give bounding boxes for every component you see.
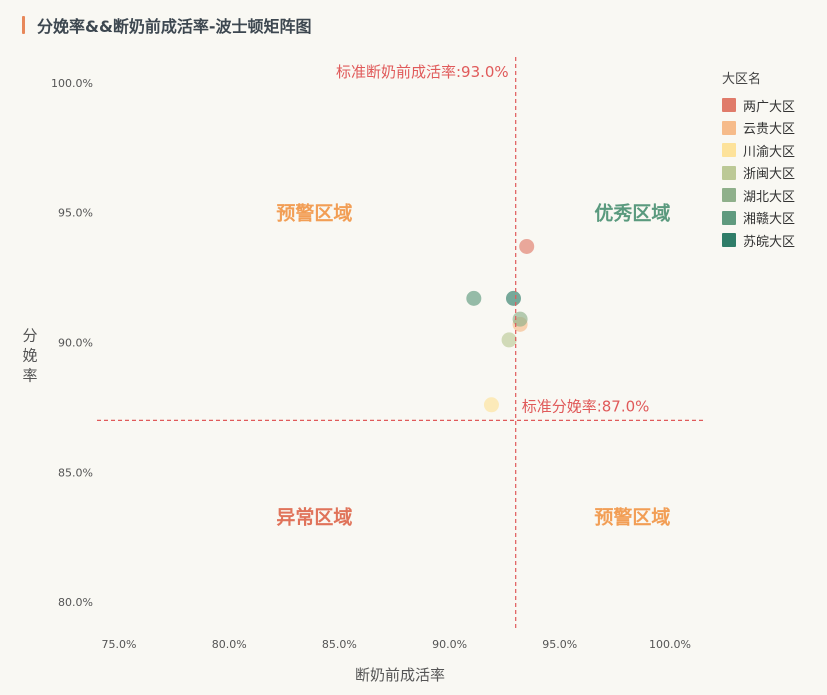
x-tick-label: 95.0% <box>542 638 577 651</box>
legend: 大区名 两广大区云贵大区川渝大区浙闽大区湖北大区湘赣大区苏皖大区 <box>722 68 795 252</box>
legend-swatch <box>722 233 736 248</box>
legend-item[interactable]: 湘赣大区 <box>722 207 795 230</box>
y-tick-label: 80.0% <box>58 596 93 609</box>
quadrant-label: 异常区域 <box>276 505 352 528</box>
reference-line-label-y: 标准分娩率:87.0% <box>522 397 650 415</box>
y-axis-title-char: 率 <box>22 366 37 384</box>
y-tick-label: 95.0% <box>58 207 93 220</box>
legend-item[interactable]: 云贵大区 <box>722 117 795 140</box>
legend-item[interactable]: 川渝大区 <box>722 139 795 162</box>
y-axis-title-char: 娩 <box>22 346 37 364</box>
reference-line-label-x: 标准断奶前成活率:93.0% <box>336 63 509 81</box>
legend-swatch <box>722 98 736 113</box>
quadrant-label: 预警区域 <box>276 202 352 225</box>
legend-label: 浙闽大区 <box>743 167 796 183</box>
legend-swatch <box>722 143 736 158</box>
legend-label: 湖北大区 <box>743 189 796 205</box>
data-point <box>466 290 482 306</box>
y-tick-label: 85.0% <box>58 466 93 479</box>
x-tick-label: 80.0% <box>212 638 247 651</box>
y-tick-label: 100.0% <box>51 77 93 90</box>
legend-item[interactable]: 两广大区 <box>722 94 795 117</box>
legend-label: 川渝大区 <box>743 144 796 160</box>
legend-swatch <box>722 210 736 225</box>
data-point <box>512 311 528 327</box>
x-tick-label: 75.0% <box>102 638 137 651</box>
legend-label: 湘赣大区 <box>743 212 796 228</box>
data-point <box>483 397 499 413</box>
legend-item[interactable]: 浙闽大区 <box>722 162 795 185</box>
legend-swatch <box>722 188 736 203</box>
legend-swatch <box>722 120 736 135</box>
legend-label: 两广大区 <box>743 99 796 115</box>
y-axis-title-char: 分 <box>22 326 37 344</box>
data-point <box>501 332 517 348</box>
y-tick-label: 90.0% <box>58 337 93 350</box>
chart-title-bar: 分娩率&&断奶前成活率-波士顿矩阵图 <box>22 14 312 36</box>
quadrant-label: 优秀区域 <box>594 202 670 225</box>
x-axis-title: 断奶前成活率 <box>355 666 445 684</box>
legend-title: 大区名 <box>722 72 762 87</box>
legend-label: 苏皖大区 <box>743 234 796 250</box>
title-accent-bar <box>22 16 25 34</box>
chart-title: 分娩率&&断奶前成活率-波士顿矩阵图 <box>37 17 312 36</box>
x-tick-label: 90.0% <box>432 638 467 651</box>
legend-item[interactable]: 苏皖大区 <box>722 229 795 252</box>
data-point <box>505 290 521 306</box>
quadrant-label: 预警区域 <box>594 505 670 528</box>
x-tick-label: 100.0% <box>649 638 691 651</box>
data-point <box>519 238 535 254</box>
legend-item[interactable]: 湖北大区 <box>722 184 795 207</box>
x-tick-label: 85.0% <box>322 638 357 651</box>
legend-label: 云贵大区 <box>743 122 796 138</box>
legend-swatch <box>722 165 736 180</box>
